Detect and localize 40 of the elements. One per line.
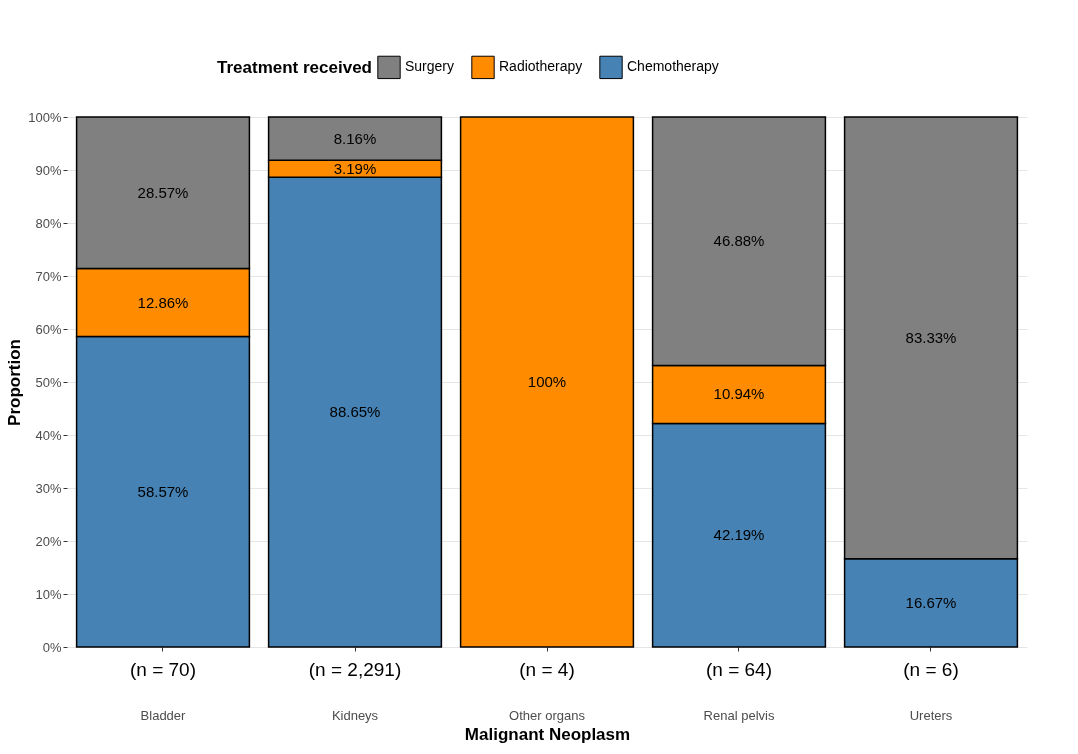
data-label: 8.16% bbox=[333, 129, 377, 147]
data-label: 16.67% bbox=[905, 593, 957, 611]
data-label: 100% bbox=[527, 373, 567, 390]
x-tick-label: Renal pelvis bbox=[703, 707, 775, 723]
data-label: 42.19% bbox=[713, 526, 765, 544]
data-label: 10.94% bbox=[713, 385, 765, 403]
data-label: 58.57% bbox=[137, 482, 189, 500]
data-label: 83.33% bbox=[905, 328, 957, 346]
y-axis-title: Proportion bbox=[5, 339, 25, 426]
y-tick-label: 70% bbox=[35, 268, 62, 284]
legend-label: Radiotherapy bbox=[499, 58, 583, 75]
y-tick-label: 20% bbox=[35, 533, 62, 549]
data-label: 88.65% bbox=[329, 403, 381, 421]
x-tick-label: Kidneys bbox=[331, 707, 379, 723]
legend-label: Surgery bbox=[405, 58, 455, 75]
y-tick-label: 50% bbox=[35, 374, 62, 390]
y-tick-label: 10% bbox=[35, 586, 62, 602]
annotation: (n = 6) bbox=[903, 659, 959, 680]
x-axis-title: Malignant Neoplasm bbox=[464, 724, 631, 744]
y-tick-label: 90% bbox=[35, 162, 62, 178]
y-tick-label: 0% bbox=[42, 639, 62, 655]
y-tick-label: 80% bbox=[35, 215, 62, 231]
data-label: 12.86% bbox=[137, 293, 189, 311]
bar bbox=[459, 116, 635, 648]
x-tick-label: Other organs bbox=[509, 707, 586, 723]
annotation: (n = 2,291) bbox=[308, 659, 402, 680]
data-label: 46.88% bbox=[713, 232, 765, 250]
y-tick-label: 40% bbox=[35, 427, 62, 443]
legend-title: Treatment received bbox=[217, 58, 372, 77]
data-label: 28.57% bbox=[137, 183, 189, 201]
data-label: 3.19% bbox=[333, 159, 377, 177]
y-tick-label: 60% bbox=[35, 321, 62, 337]
annotation: (n = 70) bbox=[129, 659, 197, 680]
x-tick-label: Bladder bbox=[140, 707, 187, 723]
annotation: (n = 64) bbox=[705, 659, 773, 680]
x-tick-label: Ureters bbox=[909, 707, 953, 723]
y-tick-label: 100% bbox=[28, 109, 62, 125]
y-tick-label: 30% bbox=[35, 480, 62, 496]
annotation: (n = 4) bbox=[519, 659, 575, 680]
legend-label: Chemotherapy bbox=[627, 58, 719, 75]
